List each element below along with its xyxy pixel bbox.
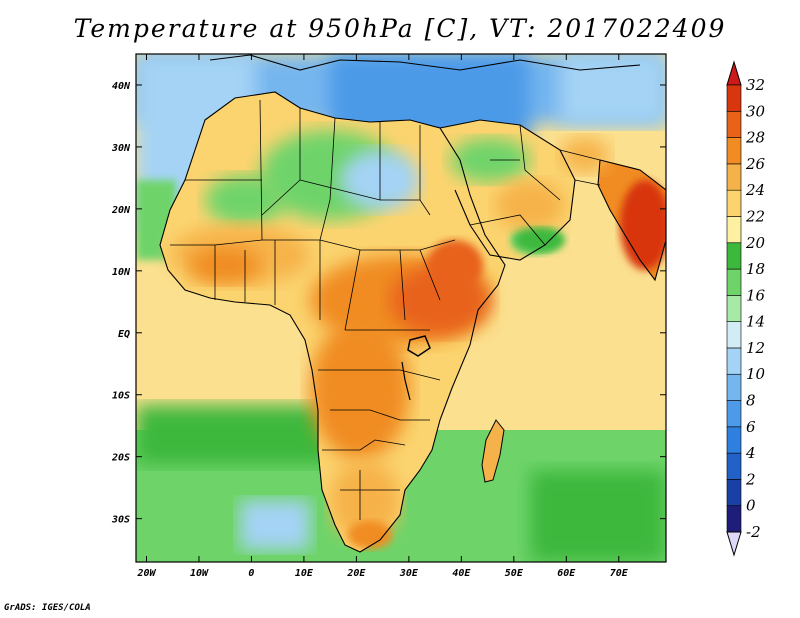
central-asia-cool [560,54,666,124]
colorbar-level-label: 16 [746,286,766,304]
ethiopia-sudan-hot [427,240,483,290]
lon-tick-label: 10W [190,568,209,579]
colorbar-swatch [726,84,742,112]
colorbar-level-label: 32 [746,76,765,94]
colorbar-swatch [726,216,742,244]
lake-tanganyika [401,361,411,401]
colorbar-level-label: 14 [746,313,765,331]
colorbar-swatch [726,163,742,191]
lon-tick-label: 20W [136,568,156,579]
lat-tick-label: 10S [112,391,130,402]
south-africa-warm [330,460,400,540]
west-africa-hot [190,247,260,283]
colorbar-level-label: 24 [745,181,765,199]
colorbar-swatch [726,373,742,401]
southern-congo-hot [310,320,410,460]
colorbar-swatch [726,295,742,322]
colorbar-level-label: 0 [746,497,756,515]
colorbar-swatch [726,479,742,507]
colorbar-swatch [726,426,742,454]
lon-tick-label: 40E [452,568,471,579]
colorbar-level-label: -2 [746,523,761,541]
colorbar-level-label: 6 [746,418,756,436]
temperature-field [136,54,666,562]
colorbar-swatch [726,189,742,217]
lake-victoria [407,335,431,357]
country-borders [170,99,601,520]
colorbar-swatch [726,321,742,349]
colorbar-swatch [726,347,742,375]
colorbar-swatch [726,268,742,296]
map-frame [135,53,667,563]
lat-tick-label: 10N [112,267,131,278]
colorbar-level-label: 4 [745,444,756,462]
lat-tick-label: 20N [111,205,131,216]
colorbar-level-label: 20 [745,234,766,252]
colorbar-level-label: 30 [746,102,766,120]
south-indian-band [530,470,666,562]
lon-tick-label: 10E [295,568,314,579]
colorbar-level-label: 10 [746,365,766,383]
colorbar-swatch [726,137,742,165]
colorbar-level-label: 8 [746,392,756,410]
lon-tick-label: 50E [505,568,524,579]
madagascar [481,419,505,483]
colorbar-level-label: 28 [745,129,765,147]
lat-tick-label: 20S [111,453,130,464]
colorbar-level-label: 22 [745,207,765,225]
india-very-hot [620,180,666,270]
lon-tick-label: 20E [346,568,366,579]
west-sahara-green [205,175,285,225]
axis-ticks: 40N 30N 20N 10N EQ 10S 20S 30S 20W 10W 0 10E 20E 30E 4… [111,54,666,579]
colorbar-swatch [726,452,742,480]
colorbar-swatch [726,110,742,138]
lat-tick-label: 30N [111,143,131,154]
arabian-sea-green [515,228,565,252]
colorbar-level-label: 26 [745,155,766,173]
gulf-warm [560,137,610,173]
colorbar-level-label: 12 [746,339,765,357]
cape-hot [348,521,392,549]
lat-tick-label: 40N [112,81,131,92]
south-atlantic-band [136,405,336,465]
colorbar-level-label: 18 [746,260,765,278]
lon-tick-label: 30E [399,568,419,579]
colorbar-min-arrow [726,531,742,557]
lon-tick-label: 60E [557,568,576,579]
lat-tick-label: EQ [118,329,130,340]
colorbar-max-arrow [726,60,742,86]
grads-credit: GrADS: IGES/COLA [4,603,91,613]
colorbar-swatch [726,400,742,428]
colorbar-swatch [726,242,742,270]
colorbar-swatch [726,505,742,533]
coastline [159,54,666,553]
lon-tick-label: 0 [248,568,254,579]
benguela-cool-patch [240,500,310,550]
lat-tick-label: 30S [111,515,130,526]
lon-tick-label: 70E [610,568,629,579]
arabia-warm [495,180,565,230]
map-title: Temperature at 950hPa [C], VT: 201702240… [73,14,727,43]
colorbar-level-label: 2 [745,470,756,488]
